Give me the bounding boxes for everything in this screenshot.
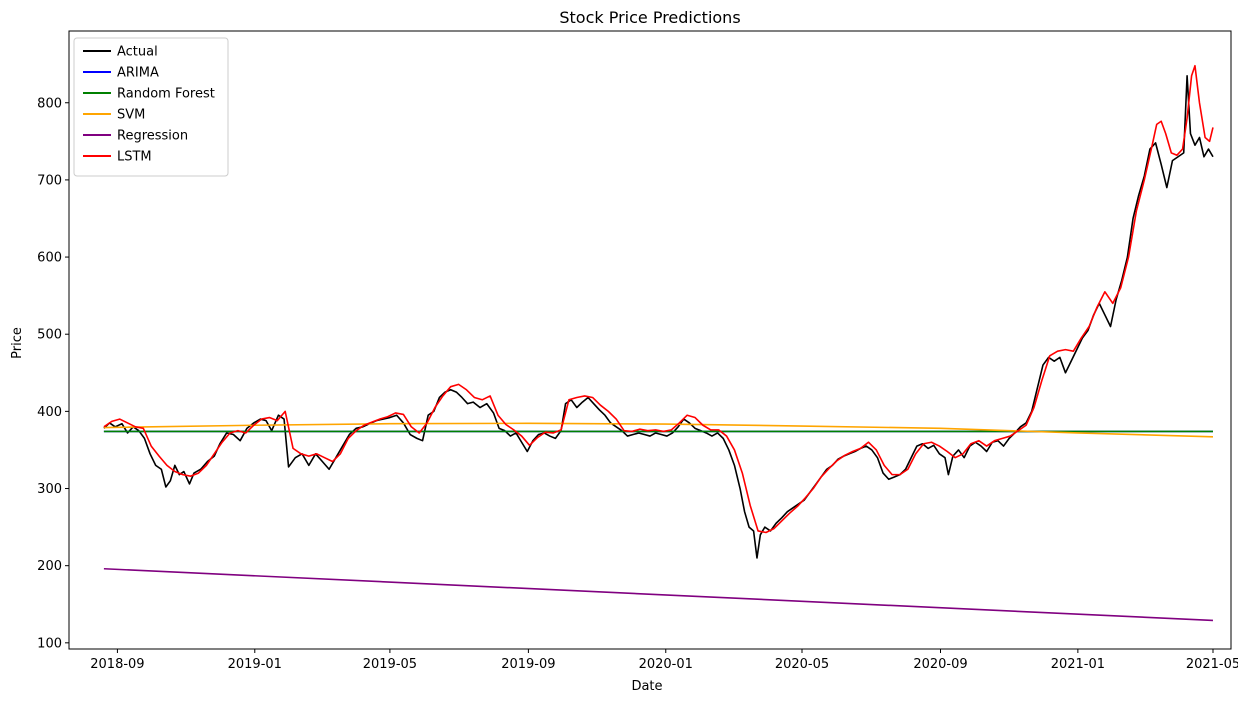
- legend-label: Regression: [117, 129, 188, 144]
- legend-box: [73, 37, 229, 177]
- series-layer: [103, 64, 1214, 622]
- x-tick-label: 2019-09: [501, 657, 555, 672]
- x-tick-label: 2021-01: [1051, 657, 1105, 672]
- x-axis-label: Date: [631, 679, 662, 694]
- series-line-regression: [103, 567, 1214, 622]
- y-tick-label: 300: [37, 482, 62, 497]
- y-tick-label: 700: [37, 173, 62, 188]
- y-tick-label: 200: [37, 559, 62, 574]
- y-tick-label: 400: [37, 405, 62, 420]
- x-tick-label: 2020-01: [639, 657, 693, 672]
- legend-label: Random Forest: [117, 87, 215, 102]
- y-axis-label: Price: [10, 327, 25, 359]
- x-tick-label: 2020-05: [775, 657, 829, 672]
- x-tick-label: 2020-09: [913, 657, 967, 672]
- y-tick-label: 800: [37, 96, 62, 111]
- y-tick-label: 500: [37, 328, 62, 343]
- plot-frame: [68, 30, 1232, 650]
- series-line-actual: [103, 74, 1214, 559]
- x-tick-label: 2021-05: [1186, 657, 1238, 672]
- x-tick-label: 2019-05: [363, 657, 417, 672]
- x-tick-label: 2019-01: [228, 657, 282, 672]
- legend-label: ARIMA: [117, 66, 159, 81]
- y-tick-label: 600: [37, 251, 62, 266]
- legend-label: LSTM: [117, 150, 152, 165]
- legend: Actual ARIMA Random Forest SVM Regression LST…: [73, 37, 229, 177]
- x-axis: 2018-09 2019-01 2019-05 2019-09 2020-01 2020-…: [90, 649, 1238, 672]
- y-axis: 100 200 300 400 500 600 700 800: [37, 96, 69, 651]
- series-line-svm: [103, 422, 1214, 438]
- legend-label: Actual: [117, 45, 158, 60]
- series-line-lstm: [103, 64, 1214, 534]
- chart-title: Stock Price Predictions: [559, 8, 740, 27]
- legend-label: SVM: [117, 108, 145, 123]
- x-tick-label: 2018-09: [90, 657, 144, 672]
- y-tick-label: 100: [37, 636, 62, 651]
